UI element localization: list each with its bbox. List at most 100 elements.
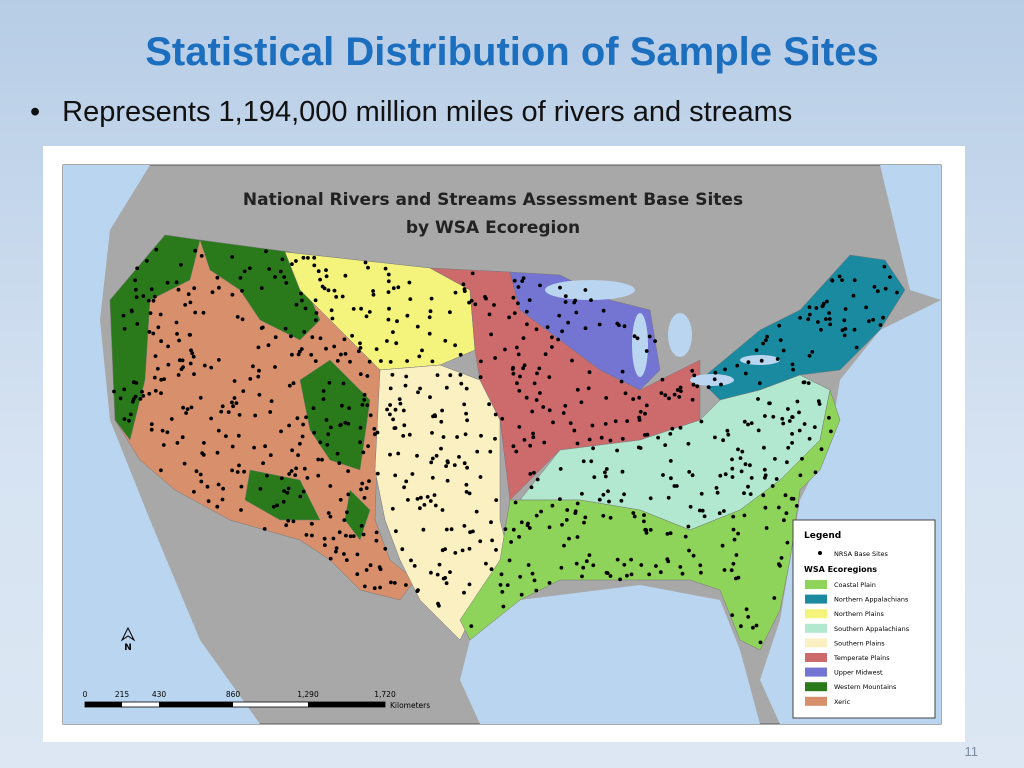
site-dot <box>499 572 504 577</box>
site-dot <box>806 381 811 385</box>
site-dot <box>659 391 664 395</box>
site-dot <box>189 348 193 353</box>
site-dot <box>334 295 339 299</box>
site-dot <box>827 415 831 420</box>
site-dot <box>312 255 317 260</box>
site-dot <box>251 364 255 369</box>
site-dot <box>241 389 246 393</box>
site-dot <box>746 422 750 427</box>
site-dot <box>342 552 346 556</box>
bullet: • Represents 1,194,000 million miles of r… <box>30 96 793 128</box>
site-dot <box>236 433 241 438</box>
site-dot <box>428 309 433 314</box>
site-dot <box>816 320 820 324</box>
site-dot <box>667 396 671 401</box>
site-dot <box>757 381 762 386</box>
site-dot <box>521 336 526 340</box>
site-dot <box>428 499 433 503</box>
site-dot <box>193 248 198 253</box>
site-dot <box>432 493 437 497</box>
site-dot <box>739 624 743 629</box>
legend-label: Northern Plains <box>834 610 885 618</box>
site-dot <box>688 504 693 509</box>
site-dot <box>446 460 450 465</box>
site-dot <box>528 472 533 476</box>
site-dot <box>434 453 439 458</box>
site-dot <box>351 534 356 538</box>
site-dot <box>162 377 167 381</box>
site-dot <box>541 405 546 409</box>
site-dot <box>146 298 151 303</box>
site-dot <box>777 323 782 328</box>
site-dot <box>489 520 493 525</box>
site-dot <box>363 260 368 265</box>
site-dot <box>582 520 586 525</box>
site-dot <box>252 445 256 450</box>
north-label: N <box>124 643 132 653</box>
site-dot <box>686 524 691 529</box>
site-dot <box>388 452 392 457</box>
site-dot <box>500 590 505 594</box>
site-dot <box>346 421 351 426</box>
site-dot <box>814 306 819 310</box>
site-dot <box>312 430 317 435</box>
site-dot <box>309 352 314 357</box>
site-dot <box>542 440 547 445</box>
site-dot <box>166 362 171 367</box>
site-dot <box>470 271 475 276</box>
site-dot <box>503 527 508 531</box>
site-dot <box>366 444 370 448</box>
site-dot <box>342 337 347 342</box>
site-dot <box>296 352 301 357</box>
site-dot <box>361 532 366 537</box>
site-dot <box>518 574 523 579</box>
site-dot <box>492 303 496 307</box>
scale-label: 1,290 <box>297 690 319 699</box>
site-dot <box>700 508 705 513</box>
site-dot <box>807 353 812 358</box>
site-dot <box>527 298 532 302</box>
site-dot <box>484 561 488 566</box>
site-dot <box>632 514 637 519</box>
site-dot <box>430 359 435 364</box>
site-dot <box>691 553 696 558</box>
site-dot <box>807 312 812 317</box>
site-dot <box>623 391 628 396</box>
site-dot <box>134 381 139 385</box>
site-dot <box>675 388 680 392</box>
site-dot <box>473 302 478 307</box>
site-dot <box>441 576 446 581</box>
site-dot <box>516 352 521 357</box>
site-dot <box>683 534 688 539</box>
site-dot <box>780 416 785 421</box>
page-number: 11 <box>964 744 979 759</box>
site-dot <box>801 380 806 385</box>
site-dot <box>378 585 382 590</box>
site-dot <box>122 417 127 421</box>
site-dot <box>509 540 513 544</box>
site-dot <box>562 543 566 548</box>
site-dot <box>653 339 657 343</box>
site-dot <box>453 290 458 295</box>
site-dot <box>301 489 306 494</box>
site-dot <box>326 288 331 293</box>
site-dot <box>427 331 432 336</box>
site-dot <box>464 386 469 391</box>
site-dot <box>452 463 457 467</box>
site-dot <box>359 524 364 528</box>
site-dot <box>368 413 373 418</box>
site-dot <box>121 313 126 318</box>
site-dot <box>565 508 570 512</box>
site-dot <box>543 352 548 357</box>
site-dot <box>601 308 606 313</box>
site-dot <box>519 592 524 597</box>
legend-site-label: NRSA Base Sites <box>834 550 889 558</box>
site-dot <box>275 503 279 508</box>
site-dot <box>597 322 602 327</box>
site-dot <box>465 418 469 423</box>
site-dot <box>714 486 719 490</box>
site-dot <box>153 388 158 393</box>
site-dot <box>607 499 611 504</box>
site-dot <box>188 361 193 366</box>
site-dot <box>722 568 727 572</box>
